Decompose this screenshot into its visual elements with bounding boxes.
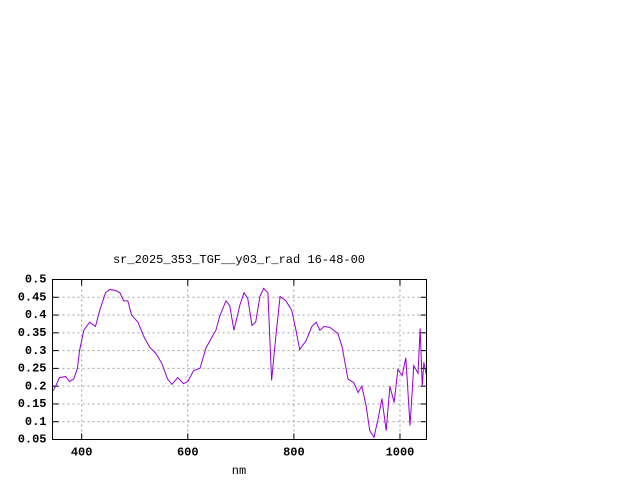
x-tick-label: 400 [71,446,93,460]
plot-border [52,279,427,440]
y-tick-label: 0.2 [25,379,47,393]
x-tick-label: 600 [177,446,199,460]
plot [52,287,427,439]
y-tick-label: 0.45 [18,290,47,304]
chart-title: sr_2025_353_TGF__y03_r_rad 16-48-00 [113,253,365,267]
y-tick-label: 0.4 [25,308,47,322]
x-axis-label: nm [232,464,246,478]
y-tick-label: 0.05 [18,433,47,447]
y-tick-label: 0.5 [25,273,47,287]
y-tick-label: 0.1 [25,415,47,429]
x-tick-label: 1000 [386,446,415,460]
x-tick-label: 800 [283,446,305,460]
y-tick-label: 0.35 [18,326,47,340]
y-tick-label: 0.3 [25,344,47,358]
y-tick-label: 0.15 [18,397,47,411]
y-tick-label: 0.25 [18,362,47,376]
data-line [52,287,427,439]
